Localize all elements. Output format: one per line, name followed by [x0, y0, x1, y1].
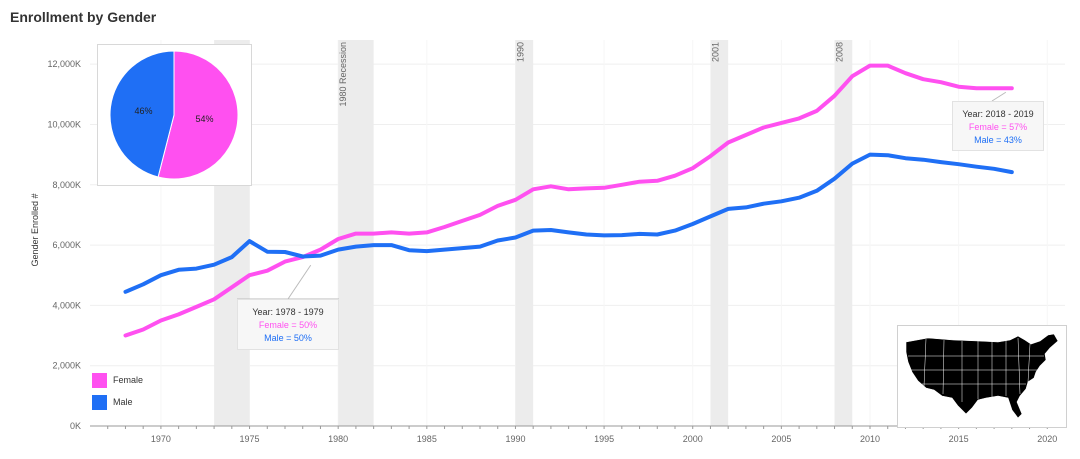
x-tick-label: 2005: [771, 434, 791, 444]
x-tick-label: 1975: [240, 434, 260, 444]
recession-label: 1990: [515, 42, 525, 62]
pie-chart[interactable]: 54% 46%: [98, 45, 251, 185]
annotation-leader: [991, 91, 1007, 102]
pie-slice-female: [157, 50, 239, 180]
recession-band: [710, 40, 729, 426]
x-tick-label: 2010: [860, 434, 880, 444]
y-axis-title: Gender Enrolled #: [30, 193, 40, 266]
annotation-female: Female = 57%: [968, 122, 1028, 132]
x-tick-label: 1990: [505, 434, 525, 444]
us-map-icon: [905, 333, 1059, 419]
annotation-male: Male = 50%: [264, 333, 312, 343]
recession-label: 2008: [835, 42, 845, 62]
x-tick-label: 1970: [151, 434, 171, 444]
x-tick-label: 2000: [683, 434, 703, 444]
annotation-leader: [287, 264, 312, 300]
annotation-year: Year: 2018 - 2019: [962, 109, 1034, 119]
recession-label: 1980 Recession: [338, 42, 348, 107]
legend-swatch-female: [92, 372, 107, 388]
y-tick-label: 6,000K: [52, 240, 81, 250]
series-lines: [123, 63, 1014, 338]
legend-swatch-male: [92, 394, 107, 410]
y-tick-label: 4,000K: [52, 300, 81, 310]
x-tick-label: 1995: [594, 434, 614, 444]
x-tick-label: 2015: [949, 434, 969, 444]
pie-label-male: 46%: [135, 106, 153, 116]
series-line-female: [123, 63, 1014, 338]
x-tick-label: 1985: [417, 434, 437, 444]
y-tick-label: 8,000K: [52, 180, 81, 190]
recession-label: 2001: [710, 42, 720, 62]
x-tick-label: 1980: [328, 434, 348, 444]
axes: 1970 1975 1980 1985 1990 1995 2000 2005 2010 2015…: [90, 425, 1065, 444]
legend-label-male: Male: [113, 397, 133, 407]
series-line-male: [123, 152, 1014, 294]
annotation-year: Year: 1978 - 1979: [252, 307, 324, 317]
recession-band: [834, 40, 853, 426]
y-tick-label: 10,000K: [47, 119, 81, 129]
x-tick-label: 2020: [1037, 434, 1057, 444]
y-tick-label: 12,000K: [47, 59, 81, 69]
recession-bands: 1980 Recession 1990 2001 2008: [214, 40, 853, 426]
legend: Female Male: [92, 370, 143, 414]
legend-item-female[interactable]: Female: [92, 370, 143, 390]
annotation-1978: Year: 1978 - 1979 Female = 50% Male = 50…: [237, 299, 339, 350]
legend-label-female: Female: [113, 375, 144, 385]
annotation-2018: Year: 2018 - 2019 Female = 57% Male = 43…: [952, 101, 1044, 151]
pie-chart-panel[interactable]: 54% 46%: [97, 44, 252, 186]
us-map-panel[interactable]: [897, 325, 1067, 428]
pie-label-female: 54%: [195, 114, 213, 124]
annotation-female: Female = 50%: [258, 320, 318, 330]
page-title: Enrollment by Gender: [10, 9, 157, 25]
pie-slice-male: [109, 50, 175, 178]
annotation-male: Male = 43%: [974, 135, 1022, 145]
y-tick-label: 0K: [70, 421, 81, 431]
y-tick-label: 2,000K: [52, 361, 81, 371]
legend-item-male[interactable]: Male: [92, 392, 143, 412]
